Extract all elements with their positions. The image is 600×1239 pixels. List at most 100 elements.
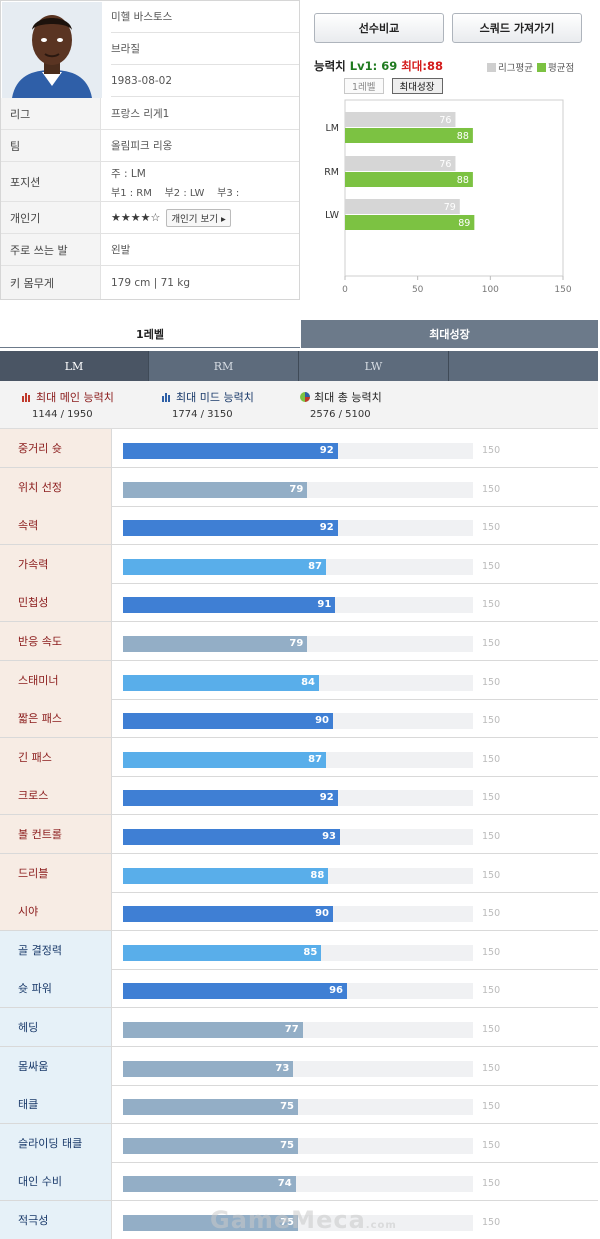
ability-summary: 최대 메인 능력치 1144 / 1950 최대 미드 능력치 1774 / 3… — [0, 381, 598, 429]
stat-row: 가속력 87 150 — [0, 544, 598, 584]
tab-max-growth[interactable]: 최대성장 — [301, 320, 598, 348]
summary-total-title: 최대 총 능력치 — [314, 391, 382, 404]
stat-track: 87 — [123, 751, 473, 768]
tab-level1[interactable]: 1레벨 — [0, 320, 300, 348]
stat-bar: 79 — [123, 481, 308, 498]
stat-label: 헤딩 — [0, 1008, 112, 1046]
stat-track: 77 — [123, 1022, 473, 1038]
stat-value: 92 — [319, 445, 334, 456]
team-value: 올림피크 리옹 — [111, 140, 173, 152]
stat-bar: 75 — [123, 1215, 298, 1231]
stat-track: 74 — [123, 1176, 473, 1193]
stat-label: 골 결정력 — [0, 930, 112, 969]
stat-bar: 93 — [123, 829, 340, 845]
stat-value: 92 — [319, 522, 334, 534]
stat-max: 150 — [482, 1178, 501, 1190]
stat-row: 시야 90 150 — [0, 892, 598, 932]
stat-bar: 75 — [123, 1137, 298, 1154]
stat-label: 크로스 — [0, 776, 112, 815]
stat-row: 골 결정력 85 150 — [0, 930, 598, 970]
stat-label: 위치 선정 — [0, 467, 112, 506]
profile-row-team: 팀 올림피크 리옹 — [1, 130, 299, 162]
x-tick-label: 0 — [342, 285, 348, 295]
stat-label: 가속력 — [0, 544, 112, 583]
profile-row-foot: 주로 쓰는 발 왼발 — [1, 234, 299, 266]
stat-bar: 77 — [123, 1022, 303, 1038]
x-tick-label: 150 — [554, 285, 571, 295]
stat-max: 150 — [482, 522, 501, 534]
player-birth: 1983-08-02 — [111, 65, 299, 97]
stat-value: 90 — [315, 908, 329, 920]
stat-value: 88 — [310, 869, 325, 881]
stat-bar: 73 — [123, 1060, 294, 1077]
stat-value: 75 — [280, 1139, 294, 1151]
chart-bar — [345, 199, 460, 214]
foot-value: 왼발 — [111, 244, 131, 256]
stat-track: 73 — [123, 1060, 473, 1077]
stat-row: 태클 75 150 — [0, 1085, 598, 1125]
stat-row: 볼 컨트롤 93 150 — [0, 815, 598, 854]
stat-row: 긴 패스 87 150 — [0, 737, 598, 777]
stat-track: 90 — [123, 713, 473, 730]
stat-label: 반응 속도 — [0, 622, 112, 660]
chart-bar — [345, 128, 473, 143]
stat-max: 150 — [482, 1024, 501, 1035]
stat-value: 75 — [280, 1217, 294, 1228]
mini-tab-max-growth[interactable]: 최대성장 — [391, 78, 443, 94]
stat-label: 스태미너 — [0, 660, 112, 699]
squad-button[interactable]: 스쿼드 가져가기 — [452, 13, 582, 43]
stat-row: 반응 속도 79 150 — [0, 622, 598, 661]
stat-row: 위치 선정 79 150 — [0, 467, 598, 507]
summary-mid-title: 최대 미드 능력치 — [176, 391, 254, 404]
stat-track: 85 — [123, 944, 473, 961]
bar-value-label: 88 — [457, 175, 469, 186]
stat-max: 150 — [482, 638, 501, 649]
summary-main: 최대 메인 능력치 1144 / 1950 — [22, 389, 114, 420]
compare-button[interactable]: 선수비교 — [314, 13, 444, 43]
foot-label: 주로 쓰는 발 — [1, 234, 101, 265]
stat-max: 150 — [482, 1139, 501, 1151]
stat-max: 150 — [482, 792, 501, 804]
stat-label: 슛 파워 — [0, 969, 112, 1008]
x-tick-label: 100 — [482, 285, 499, 295]
stat-label: 태클 — [0, 1085, 112, 1124]
skill-view-button[interactable]: 개인기 보기 ▸ — [166, 208, 231, 227]
stat-row: 대인 수비 74 150 — [0, 1162, 598, 1202]
level-tabs: 1레벨 최대성장 — [0, 320, 598, 348]
stat-bar: 90 — [123, 906, 333, 923]
stat-track: 75 — [123, 1215, 473, 1231]
stat-value: 93 — [322, 831, 336, 842]
stat-bar: 85 — [123, 944, 322, 961]
stat-bar: 96 — [123, 983, 347, 1000]
stat-max: 150 — [482, 985, 501, 997]
mini-tab-level1[interactable]: 1레벨 — [344, 78, 384, 94]
legend-avg-label: 평균점 — [547, 63, 575, 74]
stat-value: 77 — [284, 1024, 299, 1035]
summary-total-value: 2576 / 5100 — [310, 409, 371, 420]
stat-value: 73 — [275, 1062, 290, 1074]
stat-value: 87 — [308, 753, 322, 765]
tab-position-lm[interactable]: LM — [0, 351, 149, 381]
tab-position-lw[interactable]: LW — [299, 351, 449, 381]
stat-label: 속력 — [0, 506, 112, 545]
stat-row: 슬라이딩 태클 75 150 — [0, 1123, 598, 1163]
player-name: 미헬 바스토스 — [111, 1, 299, 33]
summary-main-title: 최대 메인 능력치 — [36, 391, 114, 404]
stat-track: 88 — [123, 867, 473, 884]
stat-value: 79 — [289, 638, 304, 649]
summary-mid: 최대 미드 능력치 1774 / 3150 — [162, 389, 254, 420]
position-tabs: LM RM LW — [0, 351, 598, 381]
stat-label: 적극성 — [0, 1201, 112, 1239]
stat-row: 슛 파워 96 150 — [0, 969, 598, 1009]
tab-position-rm[interactable]: RM — [149, 351, 299, 381]
stat-max: 150 — [482, 1062, 501, 1074]
ability-label: 능력치 — [314, 59, 346, 73]
stat-max: 150 — [482, 1101, 501, 1113]
league-label: 리그 — [1, 98, 101, 129]
summary-total: 최대 총 능력치 2576 / 5100 — [300, 389, 382, 420]
skill-stars: ★★★★☆ — [111, 211, 161, 224]
player-nationality: 브라질 — [111, 33, 299, 65]
stat-max: 150 — [482, 946, 501, 958]
stat-track: 93 — [123, 829, 473, 845]
